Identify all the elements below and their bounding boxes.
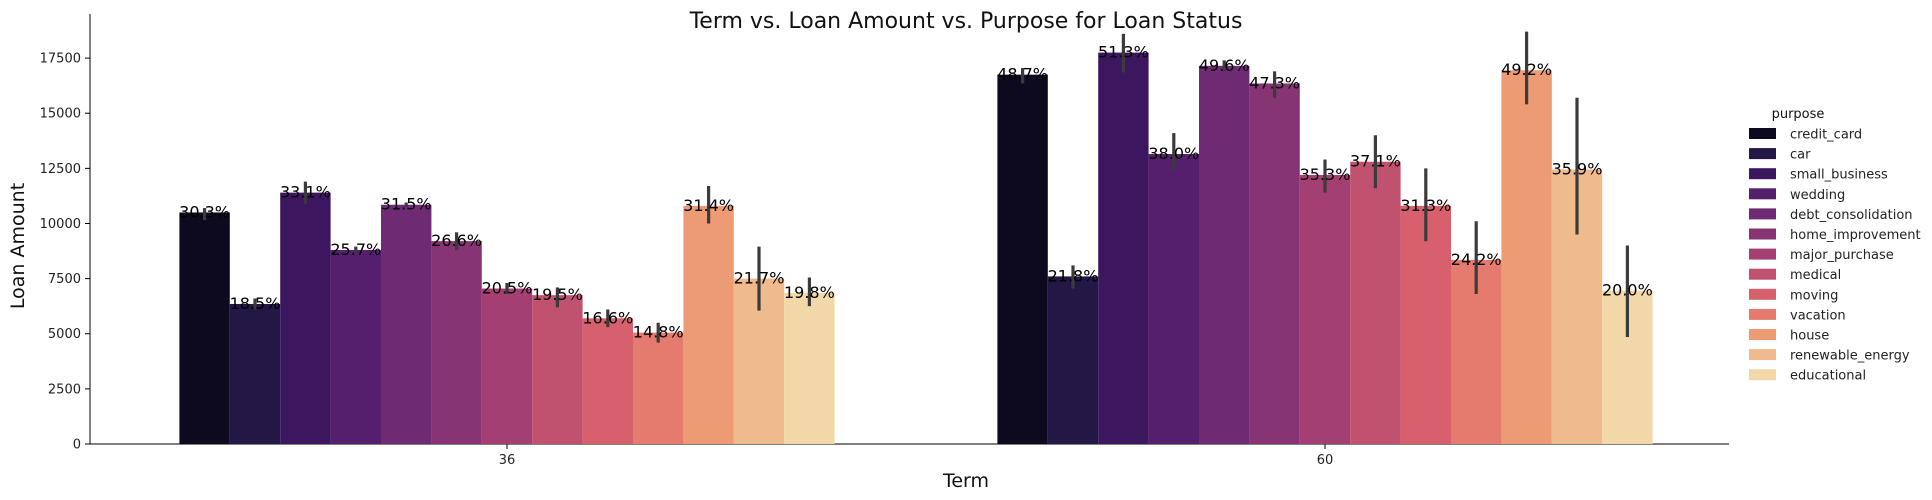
y-tick-label: 12500 [40,162,81,177]
y-tick-label: 0 [73,438,81,453]
data-label-debt_consolidation-60: 49.6% [1199,56,1250,75]
legend-swatch-medical [1749,268,1776,280]
data-label-major_purchase-36: 20.5% [482,279,533,298]
legend-label-renewable_energy: renewable_energy [1790,349,1910,364]
data-label-small_business-36: 33.1% [280,183,331,202]
data-label-educational-60: 20.0% [1602,281,1653,300]
y-axis-label: Loan Amount [7,183,29,309]
data-label-car-36: 18.5% [230,294,281,313]
bar-car-36 [229,303,281,444]
y-tick-label: 10000 [40,217,81,232]
legend-label-house: house [1790,329,1829,344]
legend-label-small_business: small_business [1790,168,1888,183]
plot-area: 0 2500 5000 7500 10000 12500 15000 17500 36 60 30.… [40,14,1729,468]
bar-major_purchase-60 [1299,174,1351,444]
legend-swatch-educational [1749,369,1776,381]
bar-car-60 [1047,276,1099,444]
data-label-educational-36: 19.8% [784,283,835,302]
chart-title: Term vs. Loan Amount vs. Purpose for Loa… [689,9,1243,34]
legend-swatch-debt_consolidation [1749,208,1776,220]
y-tick-label: 15000 [40,107,81,122]
data-label-major_purchase-60: 35.3% [1300,165,1351,184]
legend-swatch-major_purchase [1749,248,1776,260]
data-label-medical-60: 37.1% [1350,152,1401,171]
data-label-moving-36: 16.6% [582,308,633,327]
y-tick-label: 2500 [48,382,81,397]
data-label-home_improvement-60: 47.3% [1249,73,1300,92]
data-label-credit_card-60: 48.7% [997,65,1048,84]
data-label-renewable_energy-36: 21.7% [734,269,785,288]
data-label-small_business-60: 51.3% [1098,43,1149,62]
bar-medical-36 [532,295,583,444]
legend-title: purpose [1772,107,1825,122]
legend-swatch-house [1749,329,1776,340]
legend-swatch-car [1749,148,1776,160]
legend-label-credit_card: credit_card [1790,128,1862,143]
legend-label-wedding: wedding [1790,188,1845,203]
legend-swatch-wedding [1749,188,1776,200]
legend-label-car: car [1790,148,1811,163]
data-label-car-60: 21.8% [1048,266,1099,285]
data-label-moving-60: 31.3% [1400,196,1451,215]
bar-wedding-60 [1148,154,1199,444]
bar-educational-36 [784,292,835,444]
bar-moving-36 [582,318,633,444]
data-label-house-60: 49.2% [1501,60,1552,79]
bar-home_improvement-36 [431,241,482,444]
bar-credit_card-60 [997,74,1048,445]
bar-debt_consolidation-60 [1199,65,1250,445]
data-label-debt_consolidation-36: 31.5% [381,195,432,214]
legend-swatch-small_business [1749,168,1776,180]
bar-moving-60 [1400,205,1451,444]
bar-house-36 [683,205,734,444]
bar-medical-60 [1350,161,1401,444]
legend-swatch-home_improvement [1749,228,1776,240]
bar-house-60 [1501,70,1552,444]
legend-swatch-credit_card [1749,128,1776,139]
legend-label-vacation: vacation [1790,308,1846,323]
x-tick-label: 60 [1317,453,1334,468]
data-label-medical-36: 19.5% [532,285,583,304]
bar-small_business-60 [1098,52,1149,444]
legend-label-debt_consolidation: debt_consolidation [1790,208,1913,223]
x-tick-label: 36 [499,453,516,468]
legend-label-home_improvement: home_improvement [1790,228,1921,243]
data-label-house-36: 31.4% [683,196,734,215]
data-label-renewable_energy-60: 35.9% [1552,159,1603,178]
legend-label-moving: moving [1790,288,1838,303]
legend-label-educational: educational [1790,369,1866,384]
bar-vacation-36 [633,332,684,444]
bar-debt_consolidation-36 [381,204,432,444]
legend-swatch-renewable_energy [1749,349,1776,361]
data-label-wedding-36: 25.7% [330,240,381,259]
bar-small_business-36 [280,192,331,444]
y-tick-label: 17500 [40,52,81,67]
data-label-wedding-60: 38.0% [1148,144,1199,163]
bar-credit_card-36 [179,212,230,444]
bar-wedding-36 [330,249,381,444]
x-axis-label: Term [942,470,989,492]
data-label-home_improvement-36: 26.6% [431,231,482,250]
data-label-credit_card-36: 30.3% [179,202,230,221]
data-label-vacation-36: 14.8% [633,323,684,342]
y-tick-label: 7500 [48,272,81,287]
bar-home_improvement-60 [1249,83,1300,444]
legend-swatch-moving [1749,288,1776,300]
y-tick-label: 5000 [48,327,81,342]
legend-label-medical: medical [1790,268,1841,283]
bar-major_purchase-36 [481,288,533,444]
legend-label-major_purchase: major_purchase [1790,248,1894,263]
legend-swatch-vacation [1749,308,1776,320]
data-label-vacation-60: 24.2% [1451,250,1502,269]
